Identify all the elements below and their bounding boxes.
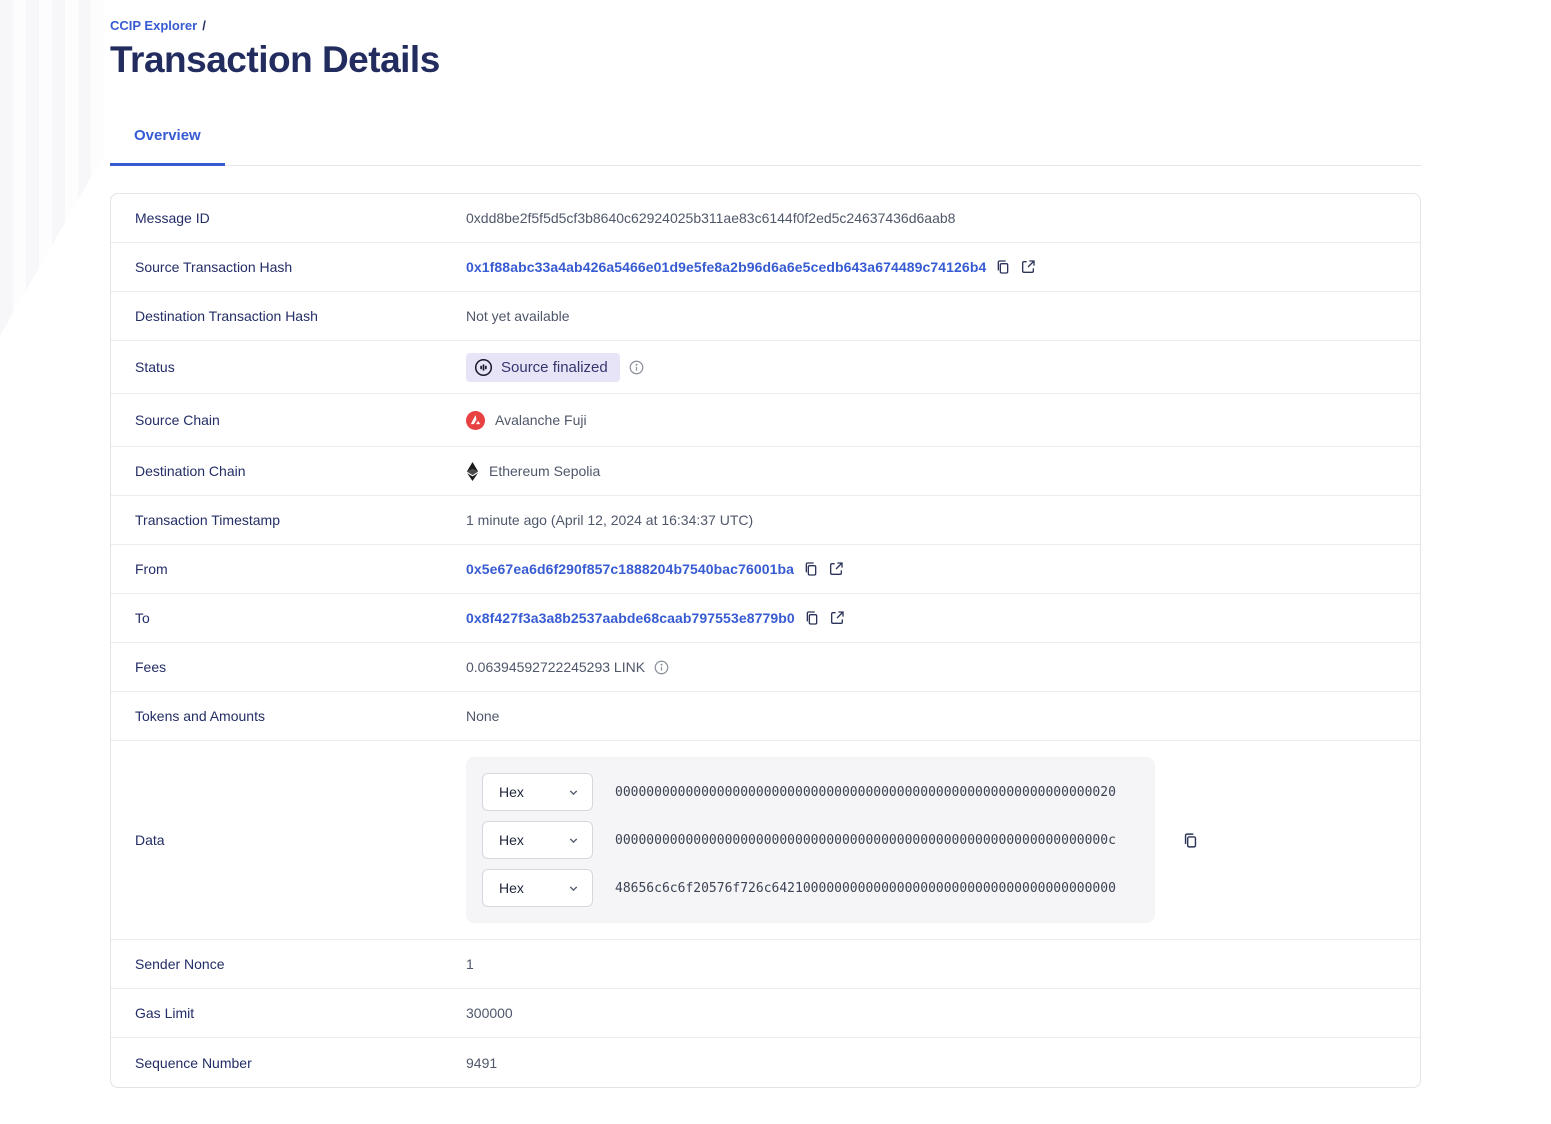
avalanche-fuji-icon: [466, 410, 485, 430]
copy-data-icon[interactable]: [1182, 832, 1199, 849]
to-label: To: [135, 610, 150, 626]
source-chain-value: Avalanche Fuji: [495, 412, 587, 428]
breadcrumb: CCIP Explorer /: [110, 18, 1421, 33]
chevron-down-icon: [567, 882, 580, 895]
external-link-icon[interactable]: [829, 610, 845, 626]
tabs-bar: Overview: [110, 117, 1421, 166]
row-fees: Fees 0.06394592722245293 LINK: [111, 643, 1420, 692]
timestamp-label: Transaction Timestamp: [135, 512, 280, 528]
row-status: Status Source finalized: [111, 341, 1420, 394]
to-address-link[interactable]: 0x8f427f3a3a8b2537aabde68caab797553e8779…: [466, 610, 795, 626]
row-from: From 0x5e67ea6d6f290f857c1888204b7540bac…: [111, 545, 1420, 594]
copy-icon[interactable]: [803, 561, 819, 577]
data-line: Hex 000000000000000000000000000000000000…: [482, 773, 1139, 811]
source-tx-hash-label: Source Transaction Hash: [135, 259, 293, 275]
data-hex-line-3: 48656c6c6f20576f726c64210000000000000000…: [615, 880, 1116, 896]
fees-value: 0.06394592722245293 LINK: [466, 659, 646, 675]
tab-overview[interactable]: Overview: [110, 117, 225, 166]
transaction-details-card: Message ID 0xdd8be2f5f5d5cf3b8640c629240…: [110, 193, 1421, 1088]
sender-nonce-label: Sender Nonce: [135, 956, 225, 972]
message-id-label: Message ID: [135, 210, 210, 226]
sequence-number-label: Sequence Number: [135, 1054, 252, 1071]
row-source-chain: Source Chain Avalanche Fuji: [111, 394, 1420, 447]
row-message-id: Message ID 0xdd8be2f5f5d5cf3b8640c629240…: [111, 194, 1420, 243]
status-info-icon[interactable]: [629, 360, 644, 375]
row-data: Data Hex 0000000000000000000000000000000…: [111, 741, 1420, 940]
status-badge-text: Source finalized: [501, 358, 608, 376]
tokens-value: None: [466, 708, 500, 724]
row-sequence-number: Sequence Number 9491: [111, 1038, 1420, 1087]
gas-limit-value: 300000: [466, 1005, 513, 1021]
copy-icon[interactable]: [804, 610, 820, 626]
page-title: Transaction Details: [110, 39, 440, 80]
data-label: Data: [135, 832, 165, 848]
row-to: To 0x8f427f3a3a8b2537aabde68caab797553e8…: [111, 594, 1420, 643]
timestamp-value: 1 minute ago (April 12, 2024 at 16:34:37…: [466, 512, 754, 528]
data-hex-panel: Hex 000000000000000000000000000000000000…: [466, 757, 1155, 923]
fees-label: Fees: [135, 659, 167, 675]
sender-nonce-value: 1: [466, 956, 474, 972]
data-line: Hex 48656c6c6f20576f726c6421000000000000…: [482, 869, 1139, 907]
external-link-icon[interactable]: [1020, 259, 1036, 275]
row-source-transaction-hash: Source Transaction Hash 0x1f88abc33a4ab4…: [111, 243, 1420, 292]
from-label: From: [135, 561, 168, 577]
fees-info-icon[interactable]: [654, 660, 669, 675]
data-line: Hex 000000000000000000000000000000000000…: [482, 821, 1139, 859]
data-hex-line-2: 0000000000000000000000000000000000000000…: [615, 832, 1116, 848]
row-destination-transaction-hash: Destination Transaction Hash Not yet ava…: [111, 292, 1420, 341]
data-format-select[interactable]: Hex: [482, 773, 593, 811]
breadcrumb-separator: /: [202, 18, 206, 33]
chevron-down-icon: [567, 834, 580, 847]
data-format-select-value: Hex: [499, 832, 524, 848]
row-gas-limit: Gas Limit 300000: [111, 989, 1420, 1038]
status-badge: Source finalized: [466, 352, 620, 382]
status-label: Status: [135, 359, 175, 375]
transaction-details-page: CCIP Explorer / Transaction Details Overv…: [110, 18, 1421, 1088]
message-id-value: 0xdd8be2f5f5d5cf3b8640c62924025b311ae83c…: [466, 210, 956, 226]
dest-tx-hash-value: Not yet available: [466, 308, 570, 324]
row-transaction-timestamp: Transaction Timestamp 1 minute ago (Apri…: [111, 496, 1420, 545]
source-tx-hash-link[interactable]: 0x1f88abc33a4ab426a5466e01d9e5fe8a2b96d6…: [466, 259, 987, 275]
dest-chain-label: Destination Chain: [135, 463, 246, 479]
from-address-link[interactable]: 0x5e67ea6d6f290f857c1888204b7540bac76001…: [466, 561, 795, 577]
dest-tx-hash-label: Destination Transaction Hash: [135, 308, 318, 324]
gas-limit-label: Gas Limit: [135, 1005, 195, 1021]
data-format-select[interactable]: Hex: [482, 869, 593, 907]
row-sender-nonce: Sender Nonce 1: [111, 940, 1420, 989]
data-format-select-value: Hex: [499, 880, 524, 896]
status-progress-icon: [474, 358, 493, 377]
chevron-down-icon: [567, 786, 580, 799]
sequence-number-value: 9491: [466, 1054, 498, 1071]
breadcrumb-ccip-explorer-link[interactable]: CCIP Explorer: [110, 18, 198, 33]
copy-icon[interactable]: [995, 259, 1011, 275]
data-format-select[interactable]: Hex: [482, 821, 593, 859]
tokens-label: Tokens and Amounts: [135, 708, 265, 724]
ethereum-sepolia-icon: [466, 461, 479, 481]
dest-chain-value: Ethereum Sepolia: [489, 463, 601, 479]
row-destination-chain: Destination Chain Ethereum Sepolia: [111, 447, 1420, 496]
row-tokens-and-amounts: Tokens and Amounts None: [111, 692, 1420, 741]
external-link-icon[interactable]: [828, 561, 844, 577]
data-format-select-value: Hex: [499, 784, 524, 800]
source-chain-label: Source Chain: [135, 412, 220, 428]
data-hex-line-1: 0000000000000000000000000000000000000000…: [615, 784, 1116, 800]
